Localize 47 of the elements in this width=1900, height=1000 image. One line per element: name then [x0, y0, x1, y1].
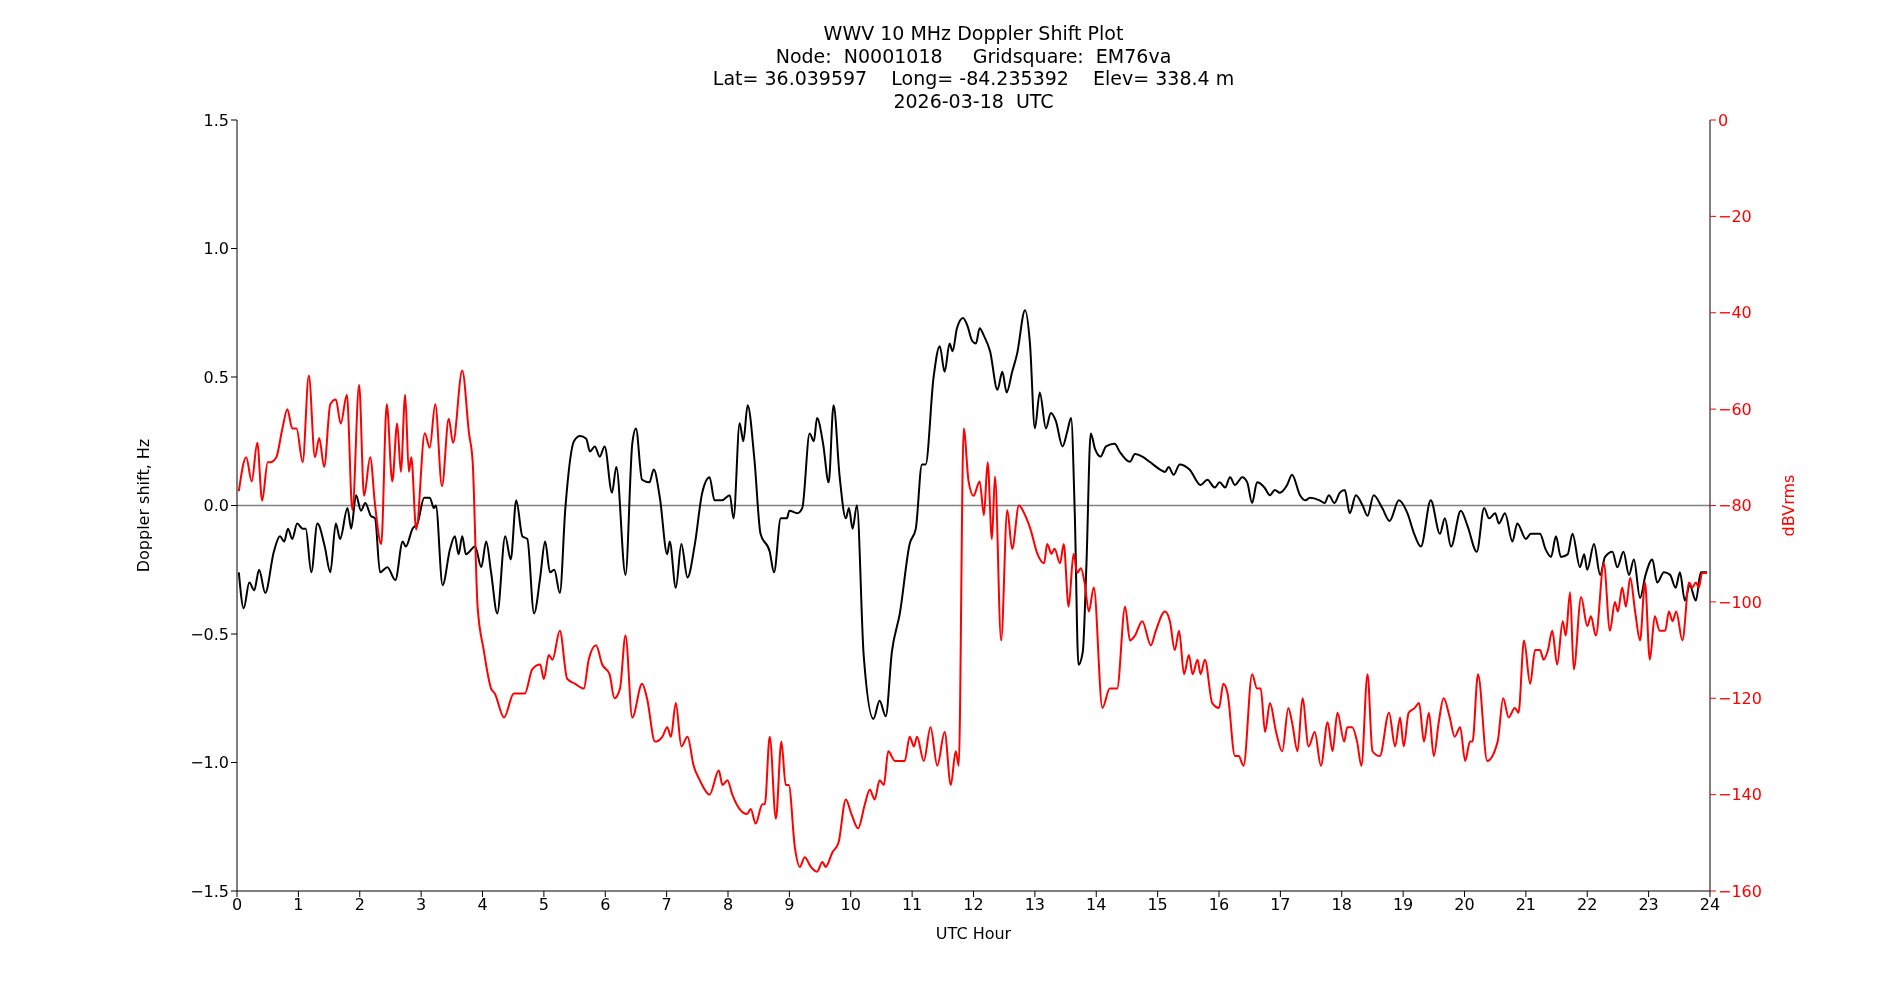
x-tick-label: 20	[1454, 895, 1475, 915]
x-tick-label: 21	[1515, 895, 1537, 915]
y2-tick-label: −40	[1718, 303, 1752, 323]
x-tick-label: 10	[840, 895, 861, 915]
y2-tick-label: −160	[1718, 881, 1762, 901]
y2-tick-label: −80	[1718, 496, 1752, 516]
y2-tick-label: 0	[1718, 110, 1729, 130]
x-tick-label: 5	[538, 895, 549, 915]
x-tick-label: 13	[1024, 895, 1046, 915]
x-tick-label: 18	[1331, 895, 1352, 915]
x-tick-label: 4	[477, 895, 488, 915]
chart-title: WWV 10 MHz Doppler Shift Plot	[822, 22, 1125, 45]
x-tick-label: 16	[1208, 895, 1230, 915]
y-tick-label: 1.0	[203, 239, 229, 259]
x-tick-label: 15	[1147, 895, 1168, 915]
x-tick-label: 6	[600, 895, 611, 915]
x-tick-label: 11	[901, 895, 923, 915]
x-tick-label: 17	[1270, 895, 1291, 915]
y-tick-label: −1.0	[190, 753, 229, 773]
x-axis-title: UTC Hour	[935, 924, 1012, 943]
y-tick-label: 1.5	[203, 110, 229, 130]
y2-tick-label: −20	[1718, 207, 1752, 227]
x-tick-label: 12	[963, 895, 984, 915]
y2-tick-label: −120	[1718, 688, 1762, 708]
y-tick-label: −0.5	[190, 624, 229, 644]
x-tick-label: 7	[661, 895, 672, 915]
chart-subtitle: Node: N0001018 Gridsquare: EM76va Lat= 36.039597 Long= -84.235392 Elev= 338.4 m 2026-03-18 UTC	[711, 44, 1236, 112]
y2-axis-title: dBVrms	[1778, 474, 1798, 537]
x-tick-label: 23	[1638, 895, 1659, 915]
x-tick-label: 0	[231, 895, 243, 915]
y-tick-label: −1.5	[190, 881, 229, 901]
line-series	[237, 369, 1708, 873]
x-tick-label: 2	[354, 895, 365, 915]
x-tick-label: 3	[416, 895, 427, 915]
x-tick-label: 9	[784, 895, 795, 915]
y-tick-label: 0.5	[203, 367, 229, 387]
x-tick-label: 8	[722, 895, 734, 915]
y2-tick-label: −100	[1718, 592, 1762, 612]
y-axis-title: Doppler shift, Hz	[133, 438, 153, 573]
x-tick-label: 22	[1577, 895, 1598, 915]
x-tick-label: 24	[1699, 895, 1721, 915]
y-tick-label: 0.0	[203, 496, 229, 516]
x-tick-label: 19	[1392, 895, 1414, 915]
x-tick-label: 1	[293, 895, 304, 915]
y2-tick-label: −60	[1718, 399, 1752, 419]
y2-tick-label: −140	[1718, 785, 1762, 805]
x-tick-label: 14	[1086, 895, 1107, 915]
